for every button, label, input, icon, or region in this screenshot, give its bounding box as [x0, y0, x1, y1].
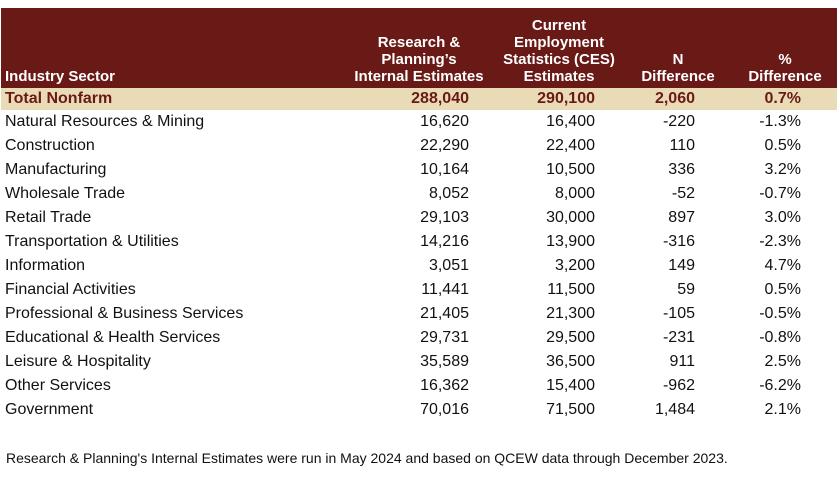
cell-ces: 30,000	[546, 209, 595, 226]
cell-sector: Retail Trade	[5, 209, 92, 226]
cell-internal: 10,164	[420, 161, 469, 178]
cell-ces: 16,400	[546, 113, 595, 130]
estimates-table: Industry Sector Research & Planning’s In…	[1, 8, 837, 422]
header-percent-difference: % Difference	[733, 8, 837, 88]
cell-ces: 36,500	[546, 353, 595, 370]
cell-sector: Transportation & Utilities	[5, 233, 179, 250]
cell-n-diff: -105	[662, 305, 695, 322]
cell-n-diff: -962	[662, 377, 695, 394]
cell-internal: 11,441	[421, 281, 469, 298]
cell-n-diff: -316	[662, 233, 695, 250]
cell-n-diff: 110	[669, 137, 695, 154]
cell-sector: Government	[5, 401, 94, 418]
cell-internal: 288,040	[343, 88, 495, 110]
cell-internal: 8,052	[428, 185, 469, 202]
table-body: Total Nonfarm 288,040 290,100 2,060 0.7%…	[1, 88, 837, 422]
cell-n-diff: 336	[668, 161, 695, 178]
table-row: Government 70,016 71,500 1,484 2.1%	[1, 398, 837, 422]
table-row: Information 3,051 3,200 149 4.7%	[1, 254, 837, 278]
table-row: Leisure & Hospitality 35,589 36,500 911 …	[1, 350, 837, 374]
estimates-table-container: Industry Sector Research & Planning’s In…	[1, 0, 839, 466]
cell-n-diff: 897	[668, 209, 695, 226]
cell-internal: 29,731	[420, 329, 469, 346]
cell-n-diff: -231	[662, 329, 695, 346]
cell-n-diff: 2,060	[623, 88, 733, 110]
cell-ces: 8,000	[554, 185, 595, 202]
cell-ces: 21,300	[546, 305, 595, 322]
cell-n-diff: -220	[662, 113, 695, 130]
table-row: Financial Activities 11,441 11,500 59 0.…	[1, 278, 837, 302]
cell-internal: 3,051	[428, 257, 469, 274]
cell-pct-diff: 4.7%	[764, 257, 801, 274]
cell-n-diff: 149	[668, 257, 695, 274]
cell-sector: Financial Activities	[5, 281, 136, 298]
cell-pct-diff: 3.2%	[764, 161, 801, 178]
cell-internal: 70,016	[420, 401, 469, 418]
cell-internal: 14,216	[420, 233, 469, 250]
table-row: Manufacturing 10,164 10,500 336 3.2%	[1, 158, 837, 182]
cell-sector: Leisure & Hospitality	[5, 353, 151, 370]
table-row: Retail Trade 29,103 30,000 897 3.0%	[1, 206, 837, 230]
cell-internal: 22,290	[420, 137, 469, 154]
table-row: Natural Resources & Mining 16,620 16,400…	[1, 110, 837, 134]
cell-pct-diff: -0.5%	[759, 305, 801, 322]
cell-sector: Construction	[5, 137, 95, 154]
table-row: Transportation & Utilities 14,216 13,900…	[1, 230, 837, 254]
cell-ces: 71,500	[546, 401, 595, 418]
header-industry-sector: Industry Sector	[1, 8, 343, 88]
cell-pct-diff: 0.5%	[764, 137, 801, 154]
cell-n-diff: 59	[677, 281, 695, 298]
table-row: Construction 22,290 22,400 110 0.5%	[1, 134, 837, 158]
cell-pct-diff: -6.2%	[759, 377, 801, 394]
cell-internal: 29,103	[420, 209, 469, 226]
cell-internal: 16,362	[420, 377, 469, 394]
cell-pct-diff: 2.1%	[764, 401, 801, 418]
cell-n-diff: -52	[671, 185, 695, 202]
header-n-difference: N Difference	[623, 8, 733, 88]
cell-internal: 16,620	[420, 113, 469, 130]
cell-pct-diff: -2.3%	[759, 233, 801, 250]
cell-ces: 13,900	[546, 233, 595, 250]
header-internal-estimates: Research & Planning’s Internal Estimates	[343, 8, 495, 88]
cell-sector: Educational & Health Services	[5, 329, 221, 346]
cell-sector: Information	[5, 257, 86, 274]
cell-sector: Total Nonfarm	[1, 88, 343, 110]
cell-internal: 21,405	[420, 305, 469, 322]
table-row: Wholesale Trade 8,052 8,000 -52 -0.7%	[1, 182, 837, 206]
cell-internal: 35,589	[420, 353, 469, 370]
cell-n-diff: 911	[669, 353, 695, 370]
cell-ces: 290,100	[495, 88, 623, 110]
cell-pct-diff: -0.8%	[759, 329, 801, 346]
footnote: Research & Planning's Internal Estimates…	[6, 450, 728, 466]
cell-sector: Natural Resources & Mining	[5, 113, 205, 130]
cell-pct-diff: 0.7%	[733, 88, 837, 110]
cell-sector: Wholesale Trade	[5, 185, 126, 202]
cell-pct-diff: -1.3%	[759, 113, 801, 130]
cell-sector: Other Services	[5, 377, 111, 394]
cell-pct-diff: 3.0%	[764, 209, 801, 226]
cell-pct-diff: 2.5%	[764, 353, 801, 370]
table-header: Industry Sector Research & Planning’s In…	[1, 8, 837, 88]
cell-sector: Manufacturing	[5, 161, 107, 178]
table-row-total-nonfarm: Total Nonfarm 288,040 290,100 2,060 0.7%	[1, 88, 837, 110]
cell-ces: 29,500	[546, 329, 595, 346]
table-row: Educational & Health Services 29,731 29,…	[1, 326, 837, 350]
header-ces-estimates: Current Employment Statistics (CES) Esti…	[495, 8, 623, 88]
table-row: Professional & Business Services 21,405 …	[1, 302, 837, 326]
cell-sector: Professional & Business Services	[5, 305, 244, 322]
cell-ces: 11,500	[547, 281, 595, 298]
cell-n-diff: 1,484	[654, 401, 695, 418]
cell-ces: 3,200	[554, 257, 595, 274]
cell-pct-diff: 0.5%	[764, 281, 801, 298]
header-row: Industry Sector Research & Planning’s In…	[1, 8, 837, 88]
cell-ces: 15,400	[546, 377, 595, 394]
cell-ces: 22,400	[546, 137, 595, 154]
cell-ces: 10,500	[546, 161, 595, 178]
cell-pct-diff: -0.7%	[759, 185, 801, 202]
table-row: Other Services 16,362 15,400 -962 -6.2%	[1, 374, 837, 398]
